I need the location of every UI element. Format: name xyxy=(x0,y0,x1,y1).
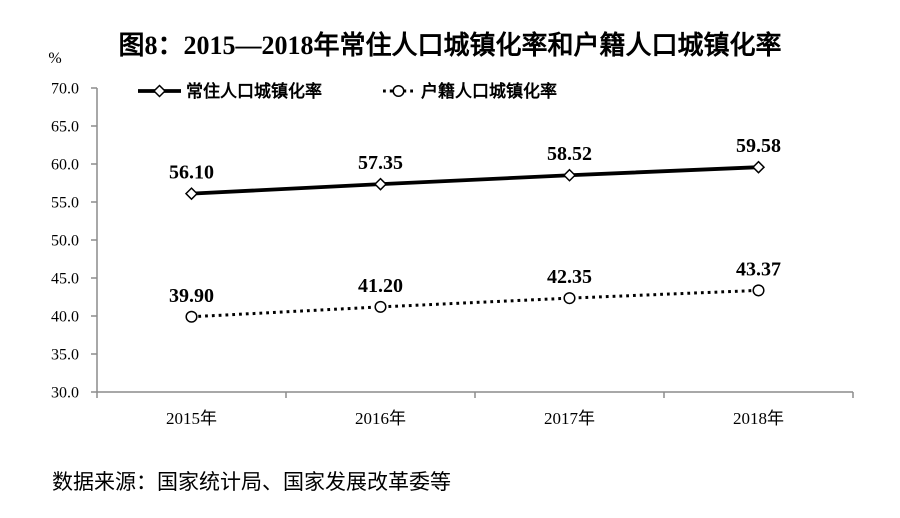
y-axis-tick-label: 70.0 xyxy=(51,81,79,98)
y-axis-tick-label: 55.0 xyxy=(51,195,79,212)
x-axis-tick-label: 2017年 xyxy=(544,409,595,428)
data-point-label-permanent-resident-urbanization-rate: 59.58 xyxy=(736,135,781,157)
y-axis-tick-label: 40.0 xyxy=(51,309,79,326)
data-source-note: 数据来源：国家统计局、国家发展改革委等 xyxy=(52,471,451,494)
y-axis-tick-label: 35.0 xyxy=(51,347,79,364)
chart-title: 图8：2015—2018年常住人口城镇化率和户籍人口城镇化率 xyxy=(118,31,782,60)
data-point-marker-registered-household-urbanization-rate xyxy=(563,292,576,305)
y-axis-tick-label: 50.0 xyxy=(51,233,79,250)
y-axis-tick-label: 60.0 xyxy=(51,157,79,174)
data-point-marker-registered-household-urbanization-rate xyxy=(752,284,765,297)
data-point-label-registered-household-urbanization-rate: 42.35 xyxy=(547,266,592,288)
data-point-marker-permanent-resident-urbanization-rate xyxy=(562,168,577,182)
data-point-marker-permanent-resident-urbanization-rate xyxy=(751,160,766,174)
x-axis-tick-label: 2015年 xyxy=(166,409,217,428)
data-point-marker-permanent-resident-urbanization-rate xyxy=(373,177,388,191)
y-axis-tick-label: 30.0 xyxy=(51,385,79,402)
series-line-permanent-resident-urbanization-rate xyxy=(191,165,759,196)
data-point-label-registered-household-urbanization-rate: 43.37 xyxy=(736,258,781,280)
data-point-marker-permanent-resident-urbanization-rate xyxy=(184,187,199,201)
x-axis-tick-label: 2016年 xyxy=(355,409,406,428)
data-point-label-registered-household-urbanization-rate: 39.90 xyxy=(169,285,214,307)
legend-label-registered-household-urbanization-rate: 户籍人口城镇化率 xyxy=(421,81,557,101)
x-axis-tick-label: 2018年 xyxy=(733,409,784,428)
y-axis-tick-label: 65.0 xyxy=(51,119,79,136)
data-point-label-registered-household-urbanization-rate: 41.20 xyxy=(358,275,403,297)
data-point-label-permanent-resident-urbanization-rate: 56.10 xyxy=(169,162,214,184)
data-point-marker-registered-household-urbanization-rate xyxy=(374,300,387,313)
legend-marker-circle xyxy=(392,84,405,98)
legend-marker-diamond xyxy=(152,84,167,98)
data-point-label-permanent-resident-urbanization-rate: 57.35 xyxy=(358,152,403,174)
data-point-marker-registered-household-urbanization-rate xyxy=(185,310,198,323)
legend-label-permanent-resident-urbanization-rate: 常住人口城镇化率 xyxy=(186,81,322,101)
y-axis-tick-label: 45.0 xyxy=(51,271,79,288)
y-axis-unit-label: % xyxy=(48,50,61,67)
series-line-registered-household-urbanization-rate xyxy=(191,288,759,319)
data-point-label-permanent-resident-urbanization-rate: 58.52 xyxy=(547,143,592,165)
